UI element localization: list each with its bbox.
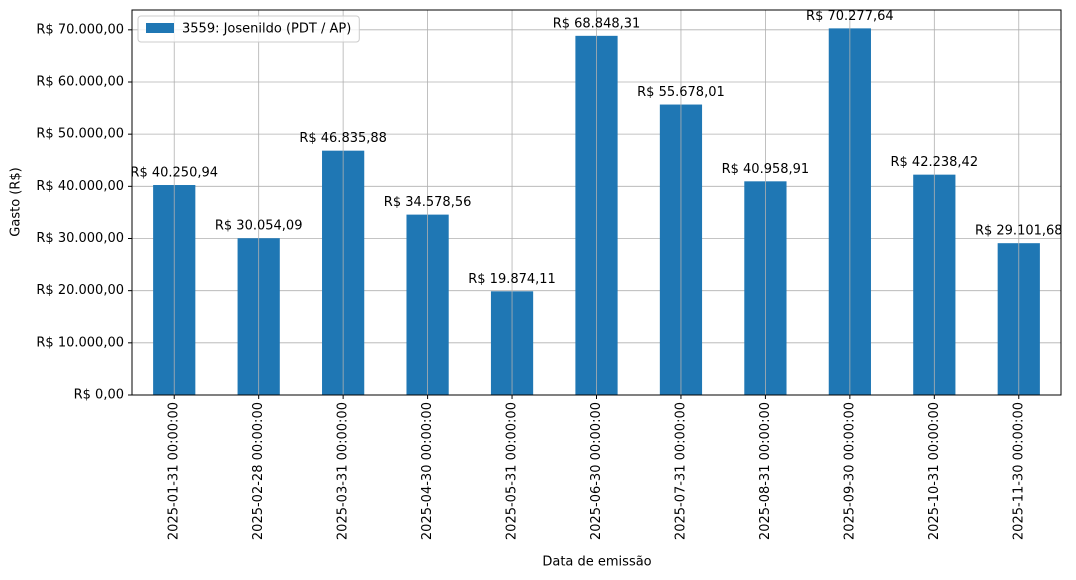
value-label: R$ 40.250,94 xyxy=(130,166,218,181)
x-tick-label: 2025-11-30 00:00:00 xyxy=(1011,402,1026,540)
y-tick-label: R$ 30.000,00 xyxy=(36,231,124,246)
legend-box xyxy=(137,15,360,43)
y-axis-label: Gasto (R$) xyxy=(9,167,24,236)
value-label: R$ 19.874,11 xyxy=(468,272,556,287)
y-tick-label: R$ 40.000,00 xyxy=(36,179,124,194)
value-label: R$ 55.678,01 xyxy=(637,85,725,100)
value-label: R$ 30.054,09 xyxy=(215,219,303,234)
value-label: R$ 40.958,91 xyxy=(722,162,810,177)
x-axis-label: Data de emissão xyxy=(542,555,651,570)
x-tick-label: 2025-10-31 00:00:00 xyxy=(927,402,942,540)
x-tick-label: 2025-04-30 00:00:00 xyxy=(420,402,435,540)
x-tick-label: 2025-08-31 00:00:00 xyxy=(758,402,773,540)
value-label: R$ 29.101,68 xyxy=(975,224,1063,239)
y-tick-label: R$ 50.000,00 xyxy=(36,127,124,142)
value-label: R$ 70.277,64 xyxy=(806,9,894,24)
y-tick-label: R$ 10.000,00 xyxy=(36,335,124,350)
y-tick-label: R$ 70.000,00 xyxy=(36,22,124,37)
value-label: R$ 42.238,42 xyxy=(891,155,979,170)
x-tick-label: 2025-03-31 00:00:00 xyxy=(336,402,351,540)
x-tick-label: 2025-06-30 00:00:00 xyxy=(589,402,604,540)
plot-frame xyxy=(131,9,1062,396)
y-tick-label: R$ 20.000,00 xyxy=(36,283,124,298)
legend-label: 3559: Josenildo (PDT / AP) xyxy=(182,22,351,37)
x-tick-label: 2025-07-31 00:00:00 xyxy=(673,402,688,540)
value-label: R$ 68.848,31 xyxy=(553,16,641,31)
x-tick-label: 2025-09-30 00:00:00 xyxy=(842,402,857,540)
legend: 3559: Josenildo (PDT / AP) xyxy=(137,15,360,43)
value-label: R$ 46.835,88 xyxy=(299,131,387,146)
y-tick-label: R$ 0,00 xyxy=(74,388,124,403)
x-tick-label: 2025-02-28 00:00:00 xyxy=(251,402,266,540)
legend-swatch xyxy=(146,23,174,33)
value-label: R$ 34.578,56 xyxy=(384,195,472,210)
x-tick-label: 2025-01-31 00:00:00 xyxy=(167,402,182,540)
x-tick-label: 2025-05-31 00:00:00 xyxy=(505,402,520,540)
y-tick-label: R$ 60.000,00 xyxy=(36,74,124,89)
